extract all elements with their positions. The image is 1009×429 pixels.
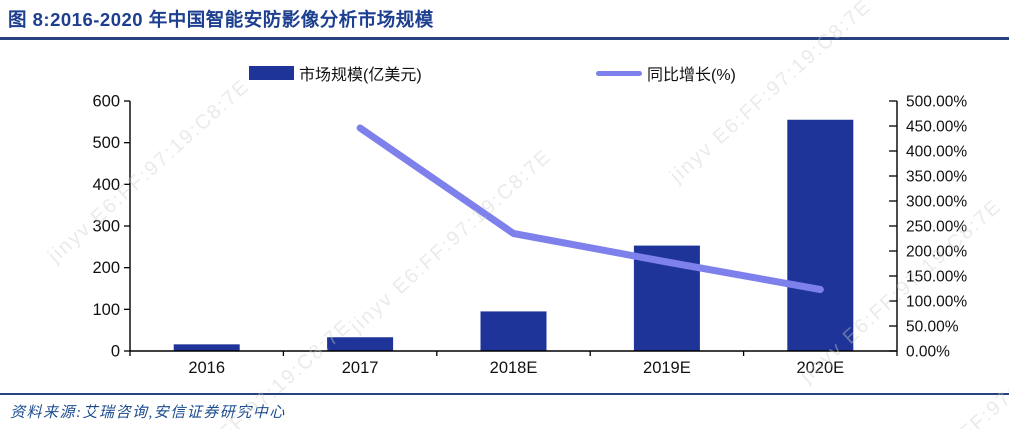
legend-label-market-size: 市场规模(亿美元) — [299, 67, 422, 84]
svg-text:0: 0 — [111, 343, 120, 361]
legend-label-yoy-growth: 同比增长(%) — [647, 67, 736, 84]
y-axis-right: 0.00% 50.00% 100.00% 150.00% 200.00% 250.00% 3… — [889, 94, 967, 361]
x-axis: 2016 2017 2018E 2019E 2020E — [129, 351, 898, 377]
svg-text:500.00%: 500.00% — [906, 94, 967, 111]
svg-text:50.00%: 50.00% — [906, 319, 959, 336]
svg-text:600: 600 — [92, 93, 120, 111]
x-label-2017: 2017 — [342, 359, 379, 377]
svg-text:200: 200 — [92, 259, 120, 277]
y-axis-left: 0 100 200 300 400 500 600 — [92, 93, 130, 361]
svg-text:450.00%: 450.00% — [906, 119, 967, 136]
svg-text:100.00%: 100.00% — [906, 294, 967, 311]
chart-svg: 0 100 200 300 400 500 600 0.00% 50.00% 100.00% 150… — [92, 93, 967, 378]
svg-text:0.00%: 0.00% — [906, 344, 950, 361]
bar-2016 — [173, 344, 240, 351]
x-label-2018E: 2018E — [490, 359, 538, 377]
source-note: 资料来源:艾瑞咨询,安信证券研究中心 — [10, 405, 286, 421]
svg-text:100: 100 — [92, 301, 120, 319]
svg-text:150.00%: 150.00% — [906, 269, 967, 286]
bar-series-swatch — [249, 66, 294, 80]
svg-text:400.00%: 400.00% — [906, 144, 967, 161]
line-series-swatch — [596, 70, 642, 76]
bar-2018E — [480, 311, 547, 351]
legend-item-market-size: 市场规模(亿美元) — [249, 63, 422, 84]
x-label-2020E: 2020E — [796, 359, 844, 377]
svg-text:300.00%: 300.00% — [906, 194, 967, 211]
x-label-2016: 2016 — [188, 359, 225, 377]
title-underline — [0, 37, 1009, 40]
svg-text:400: 400 — [92, 176, 120, 194]
growth-line — [356, 124, 824, 293]
figure-title: 图 8:2016-2020 年中国智能安防影像分析市场规模 — [8, 9, 434, 30]
source-separator — [0, 393, 1009, 395]
svg-text:300: 300 — [92, 218, 120, 236]
svg-text:350.00%: 350.00% — [906, 169, 967, 186]
bar-2020E — [787, 119, 854, 351]
bar-2017 — [327, 337, 394, 351]
legend-item-yoy-growth: 同比增长(%) — [596, 63, 736, 84]
svg-text:250.00%: 250.00% — [906, 219, 967, 236]
svg-text:500: 500 — [92, 134, 120, 152]
x-label-2019E: 2019E — [643, 359, 691, 377]
svg-text:200.00%: 200.00% — [906, 244, 967, 261]
